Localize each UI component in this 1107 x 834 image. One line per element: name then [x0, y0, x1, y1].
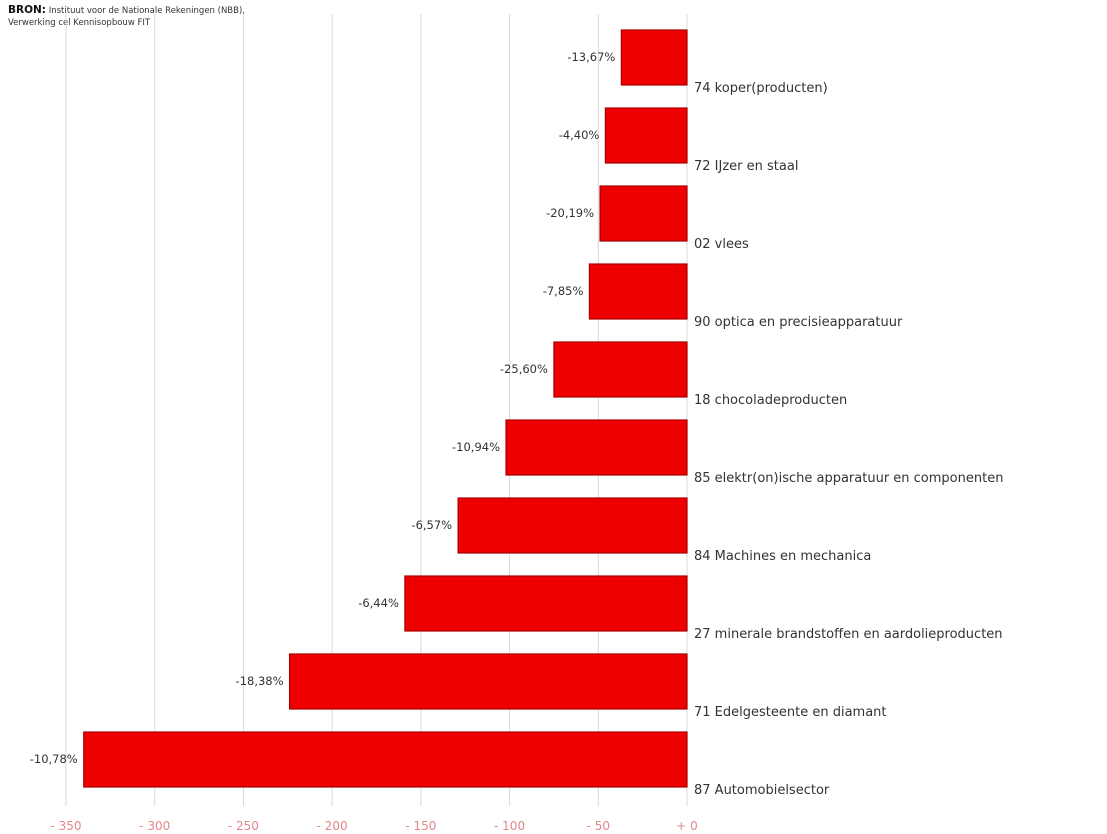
category-label: 74 koper(producten) — [694, 81, 828, 96]
bar — [505, 419, 688, 476]
category-label: 85 elektr(on)ische apparatuur en compone… — [694, 471, 1003, 486]
data-label: -25,60% — [500, 362, 548, 376]
data-label: -4,40% — [559, 128, 600, 142]
bar — [457, 497, 688, 554]
bar — [599, 185, 688, 242]
category-label: 72 IJzer en staal — [694, 159, 798, 174]
bar — [404, 575, 688, 632]
x-tick-label: - 200 — [317, 819, 348, 833]
data-label: -18,38% — [236, 674, 284, 688]
bar — [620, 29, 688, 86]
category-label: 84 Machines en mechanica — [694, 549, 871, 564]
data-label: -10,78% — [30, 752, 78, 766]
bar — [83, 731, 688, 788]
category-label: 02 vlees — [694, 237, 749, 252]
bar — [288, 653, 688, 710]
category-label: 87 Automobielsector — [694, 783, 830, 798]
data-label: -6,44% — [358, 596, 399, 610]
bar — [588, 263, 688, 320]
category-label: 27 minerale brandstoffen en aardolieprod… — [694, 627, 1003, 642]
x-tick-label: - 250 — [228, 819, 259, 833]
data-label: -10,94% — [452, 440, 500, 454]
source-label: BRON: — [8, 4, 47, 16]
category-label: 90 optica en precisieapparatuur — [694, 315, 903, 330]
data-label: -13,67% — [567, 50, 615, 64]
x-tick-label: - 350 — [50, 819, 81, 833]
data-label: -20,19% — [546, 206, 594, 220]
x-tick-label: - 100 — [494, 819, 525, 833]
source-text: Instituut voor de Nationale Rekeningen (… — [8, 6, 245, 28]
data-label: -6,57% — [411, 518, 452, 532]
x-tick-label: - 150 — [405, 819, 436, 833]
x-tick-label: - 300 — [139, 819, 170, 833]
data-label: -7,85% — [543, 284, 584, 298]
category-label: 71 Edelgesteente en diamant — [694, 705, 887, 720]
x-tick-label: + 0 — [676, 819, 698, 833]
bar — [604, 107, 688, 164]
bar — [553, 341, 688, 398]
source-note: BRON: Instituut voor de Nationale Rekeni… — [8, 4, 248, 29]
category-label: 18 chocoladeproducten — [694, 393, 847, 408]
x-tick-label: - 50 — [587, 819, 610, 833]
